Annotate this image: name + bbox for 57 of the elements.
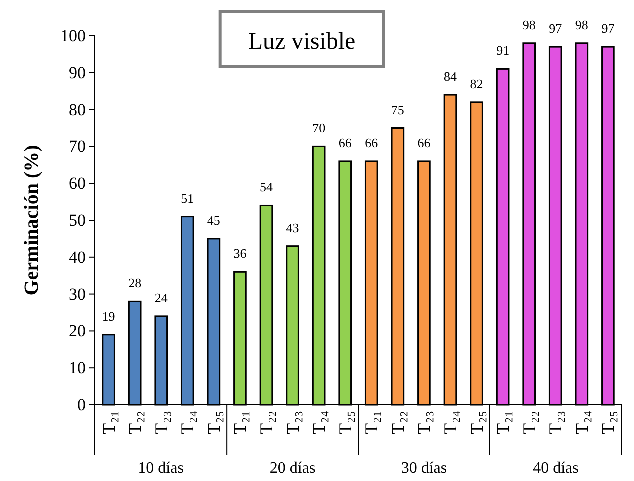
data-label: 70: [312, 120, 326, 136]
x-tick-label: T₂₁: [230, 411, 250, 435]
y-tick-label: 0: [78, 395, 86, 414]
data-label: 66: [418, 135, 432, 150]
data-label: 82: [470, 76, 484, 92]
y-tick-label: 80: [69, 100, 86, 120]
x-tick-label: T₂₁: [493, 411, 514, 435]
y-tick-label: 20: [69, 322, 86, 341]
data-label: 19: [102, 308, 116, 324]
y-tick-label: 30: [69, 284, 86, 304]
x-tick-label: T₂₅: [204, 411, 224, 435]
x-tick-label: T₂₅: [598, 411, 618, 435]
x-tick-label: T₂₄: [309, 411, 330, 435]
x-tick-label: T₂₃: [546, 411, 566, 435]
text: 40 días: [533, 460, 579, 477]
x-tick-label: T₂₂: [256, 411, 277, 435]
text: 20 días: [270, 460, 316, 477]
data-label: 75: [391, 102, 404, 118]
y-tick-label: 90: [69, 63, 86, 82]
data-label: 51: [181, 190, 194, 206]
x-tick-label: T₂₅: [335, 411, 356, 435]
data-label: 24: [154, 290, 168, 306]
data-label: 28: [128, 276, 142, 291]
y-tick-label: 10: [69, 358, 86, 378]
x-tick-label: T₂₄: [440, 411, 460, 435]
x-tick-label: T₂₁: [98, 411, 119, 435]
data-label: 66: [365, 135, 379, 150]
y-tick-label: 100: [60, 26, 86, 46]
y-tick-label: 40: [69, 248, 86, 267]
data-label: 54: [260, 180, 274, 195]
data-label: 66: [338, 135, 352, 150]
x-tick-label: T₂₁: [362, 411, 382, 435]
y-axis-title: Germinación (%): [21, 145, 43, 296]
x-tick-label: T₂₂: [125, 411, 146, 435]
text: 10 días: [138, 460, 184, 477]
x-tick-label: T₂₄: [178, 411, 198, 435]
data-label: 45: [207, 212, 220, 228]
x-tick-label: T₂₃: [282, 411, 303, 435]
data-label: 43: [286, 220, 300, 236]
text: 30 días: [401, 460, 448, 477]
x-tick-label: T₂₂: [519, 411, 540, 435]
x-tick-label: T₂₃: [414, 411, 434, 435]
data-label: 97: [602, 21, 616, 36]
chart-title: Luz visible: [248, 29, 356, 55]
data-label: 36: [234, 246, 248, 262]
data-label: 98: [522, 17, 536, 32]
x-tick-label: T₂₂: [388, 411, 408, 435]
x-tick-label: T₂₃: [151, 411, 172, 435]
data-label: 97: [549, 21, 563, 36]
data-label: 98: [575, 17, 588, 32]
y-tick-label: 70: [69, 137, 86, 156]
data-label: 91: [496, 43, 510, 58]
x-tick-label: T₂₅: [466, 411, 487, 435]
data-label: 84: [444, 69, 458, 84]
x-tick-label: T₂₄: [572, 411, 592, 435]
y-tick-label: 60: [69, 174, 86, 194]
y-tick-label: 50: [69, 210, 86, 230]
